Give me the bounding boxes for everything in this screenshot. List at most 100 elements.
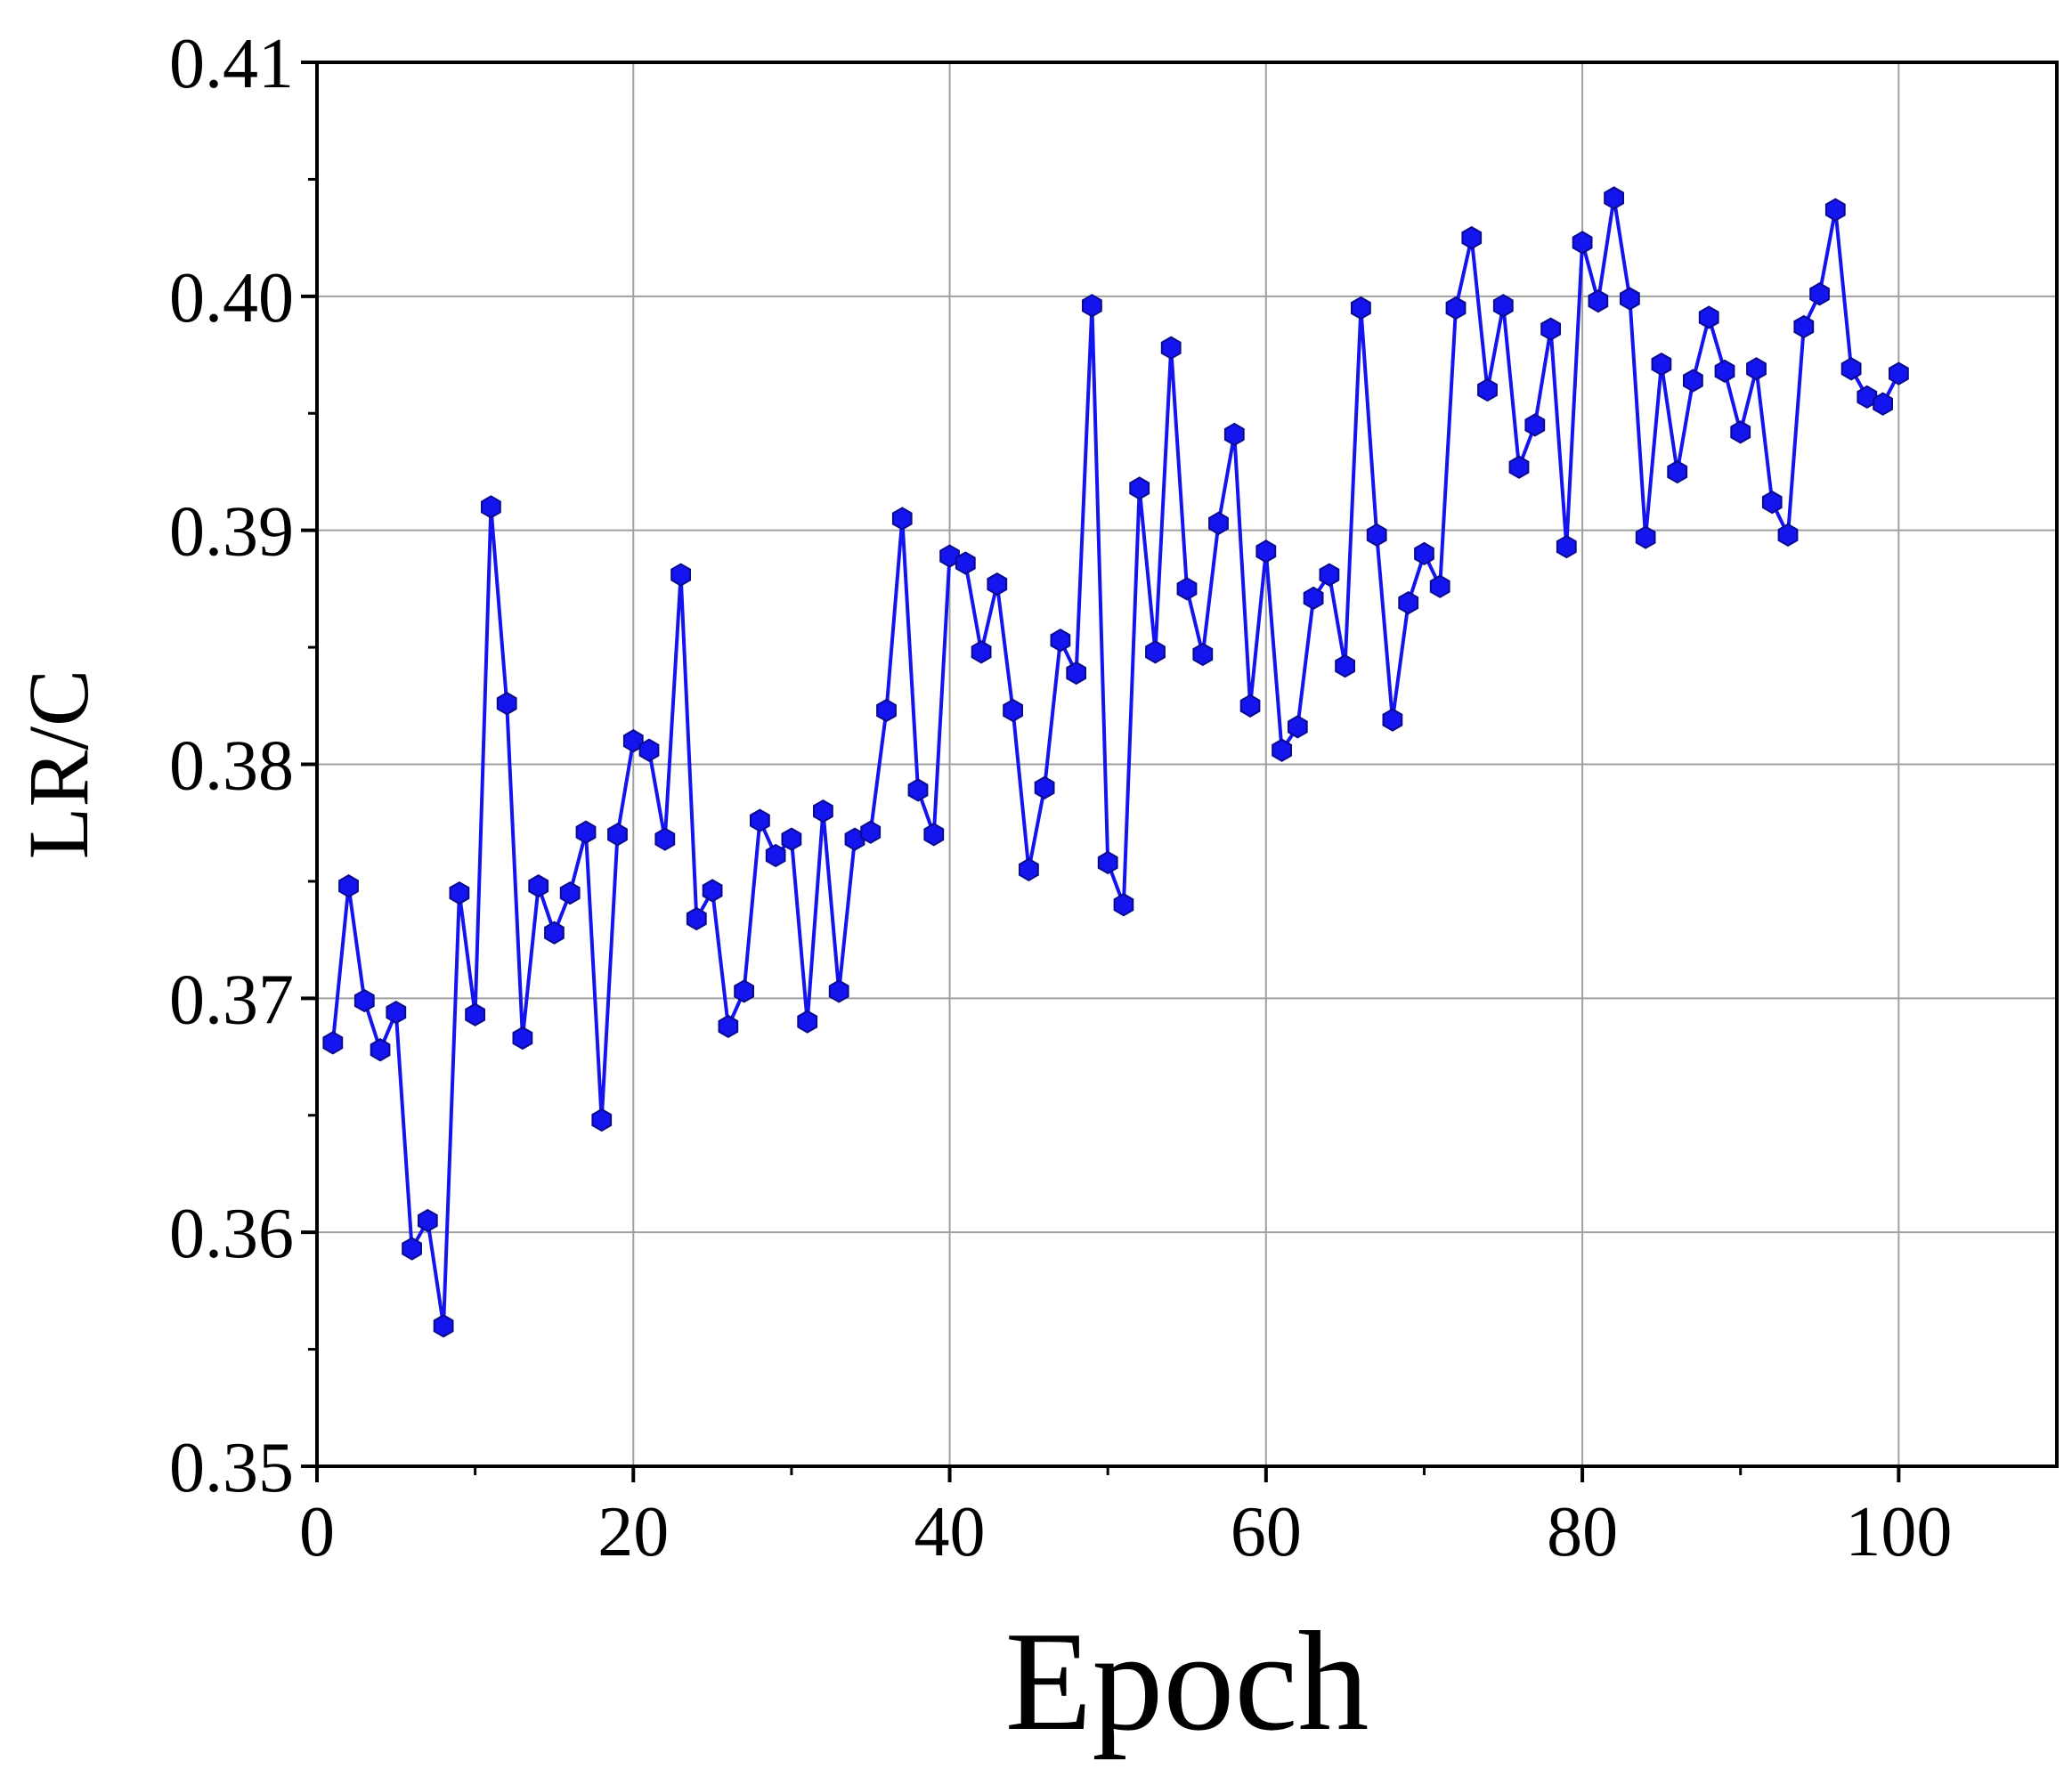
data-point (528, 874, 549, 898)
data-point (1667, 459, 1688, 484)
data-point (718, 1014, 739, 1039)
data-point (971, 640, 992, 664)
data-point (750, 808, 770, 832)
data-point (418, 1208, 438, 1233)
y-tick-label: 0.37 (169, 961, 294, 1039)
y-axis-title: LR/C (11, 669, 106, 859)
data-point (1698, 305, 1719, 329)
data-point (1556, 534, 1577, 559)
data-point (702, 879, 723, 903)
data-point (1730, 420, 1751, 444)
data-point (1097, 850, 1118, 875)
data-point (1082, 294, 1102, 318)
data-point (591, 1108, 613, 1132)
data-point (654, 827, 676, 851)
series-line (330, 196, 1901, 1328)
x-tick-label: 60 (1231, 1493, 1302, 1571)
data-point (1683, 369, 1703, 393)
data-point (1145, 640, 1166, 664)
data-point (734, 979, 754, 1003)
x-tick-label: 80 (1547, 1493, 1618, 1571)
data-point (781, 827, 802, 851)
data-point (1239, 694, 1261, 718)
data-point (1477, 377, 1498, 402)
data-point (1003, 698, 1023, 723)
data-point (1840, 357, 1862, 381)
y-tick-label: 0.38 (169, 727, 294, 806)
data-point (955, 551, 976, 575)
data-point (449, 880, 470, 905)
data-point (1382, 708, 1403, 732)
x-tick-label: 20 (597, 1493, 669, 1571)
data-point (1492, 294, 1514, 318)
data-point (465, 1002, 485, 1026)
data-point (1414, 541, 1434, 566)
data-point (1714, 359, 1735, 384)
data-point (1461, 225, 1483, 250)
data-point (765, 843, 786, 868)
x-tick-label: 0 (299, 1493, 335, 1571)
data-point (670, 563, 691, 587)
x-tick-label: 100 (1845, 1493, 1952, 1571)
data-point (1223, 422, 1245, 447)
data-point (1777, 523, 1799, 548)
y-tick-label: 0.35 (169, 1429, 294, 1507)
data-point (1208, 511, 1229, 535)
data-point (923, 823, 945, 847)
data-point (402, 1237, 422, 1261)
plot-frame (315, 61, 2059, 1468)
data-point (1303, 586, 1324, 611)
data-point (1857, 385, 1878, 410)
data-point (1761, 490, 1783, 515)
data-point (1809, 282, 1830, 306)
x-axis-title: Epoch (1005, 1602, 1369, 1760)
data-point (987, 572, 1008, 596)
data-point (1746, 357, 1767, 381)
data-point (1651, 352, 1672, 377)
data-point (1034, 775, 1055, 799)
data-point (1445, 296, 1467, 321)
data-point (1588, 288, 1609, 313)
data-point (1572, 231, 1593, 255)
data-point (607, 823, 628, 847)
series-layer (322, 186, 1909, 1338)
data-point (1113, 893, 1134, 917)
data-point (1160, 336, 1182, 360)
data-point (1192, 642, 1214, 667)
data-point (1524, 413, 1546, 437)
data-point (1366, 523, 1387, 548)
data-point (1540, 317, 1561, 341)
data-point (1398, 590, 1419, 615)
data-point (370, 1038, 391, 1062)
data-point (1824, 198, 1846, 222)
data-point (338, 874, 359, 898)
data-point (1620, 287, 1640, 311)
data-point (481, 495, 501, 519)
y-tick-label: 0.39 (169, 493, 294, 572)
data-point (353, 988, 375, 1013)
data-point (1335, 653, 1355, 678)
data-point (575, 820, 597, 844)
data-point (1288, 715, 1308, 739)
y-tick-label: 0.36 (169, 1195, 294, 1273)
data-point (322, 1031, 344, 1055)
data-point (1019, 857, 1039, 881)
data-point (1889, 361, 1909, 385)
data-point (1319, 563, 1340, 587)
data-point (1050, 629, 1071, 653)
data-point (686, 906, 707, 931)
data-point (860, 820, 882, 844)
data-point (544, 921, 565, 945)
data-point (1635, 525, 1656, 549)
data-point (828, 979, 849, 1003)
data-point (1255, 540, 1277, 564)
data-point (1351, 296, 1371, 321)
data-point (891, 507, 913, 531)
data-point (512, 1026, 533, 1051)
data-point (638, 738, 660, 762)
data-point (1873, 392, 1893, 416)
data-point (559, 880, 581, 905)
data-point (876, 698, 897, 723)
data-point (1604, 186, 1624, 210)
